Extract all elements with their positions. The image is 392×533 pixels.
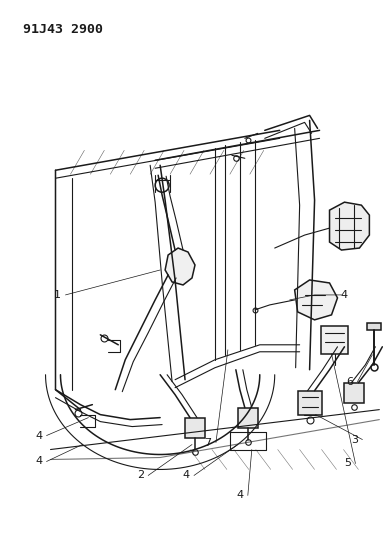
Text: 6: 6 xyxy=(346,377,353,387)
Polygon shape xyxy=(321,326,348,354)
Polygon shape xyxy=(238,408,258,427)
Polygon shape xyxy=(330,202,369,250)
Text: 4: 4 xyxy=(35,431,42,441)
Text: 1: 1 xyxy=(54,290,61,300)
Text: 5: 5 xyxy=(344,458,351,469)
Text: 4: 4 xyxy=(341,290,348,300)
Polygon shape xyxy=(295,280,338,320)
Polygon shape xyxy=(185,417,205,438)
Text: 7: 7 xyxy=(204,438,212,448)
Text: 4: 4 xyxy=(182,471,190,480)
Polygon shape xyxy=(345,383,365,402)
Text: 3: 3 xyxy=(351,434,358,445)
Polygon shape xyxy=(367,323,381,330)
Polygon shape xyxy=(165,248,195,285)
Text: 2: 2 xyxy=(137,471,144,480)
Text: 4: 4 xyxy=(35,456,42,466)
Polygon shape xyxy=(298,391,321,415)
Text: 91J43 2900: 91J43 2900 xyxy=(23,22,103,36)
Text: 4: 4 xyxy=(236,490,243,500)
